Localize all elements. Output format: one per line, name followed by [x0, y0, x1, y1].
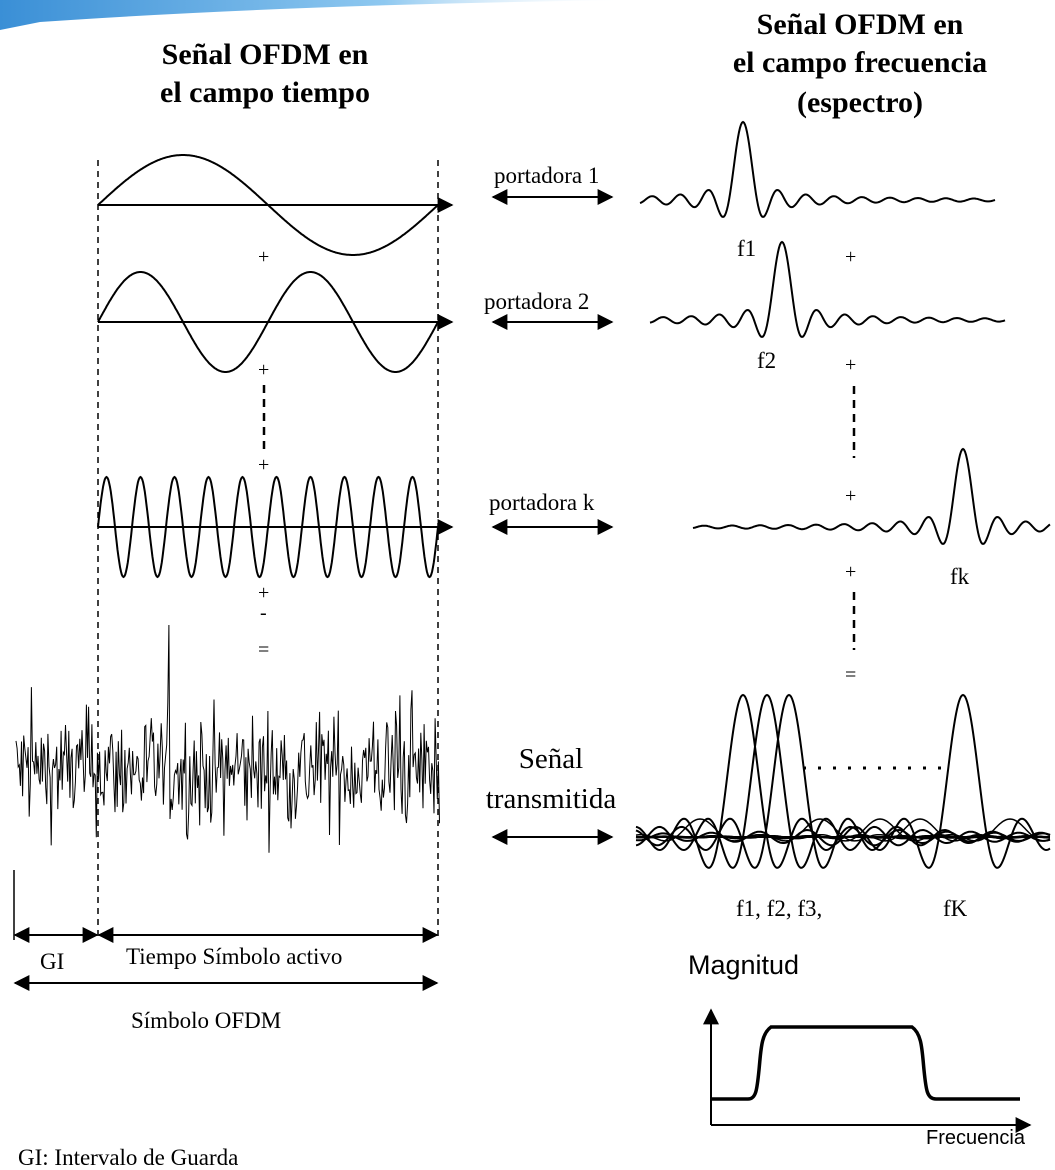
time-plus-2: + — [258, 359, 270, 381]
freq-heading-line2: el campo frecuencia — [732, 46, 988, 79]
magnitude-xlabel: Frecuencia — [926, 1127, 1025, 1149]
freq-heading-line3: (espectro) — [796, 86, 924, 119]
time-heading-line1: Señal OFDM en — [161, 38, 369, 71]
freq-heading-line1: Señal OFDM en — [756, 8, 964, 41]
transmitted-label: Señal transmitida — [466, 745, 636, 814]
time-plus-4: + — [258, 582, 270, 604]
carrierk-label: portadora k — [489, 490, 595, 515]
ofdm-noise-signal — [15, 624, 440, 853]
subcarrier-spectrum — [635, 693, 1051, 869]
carrier2-label: portadora 2 — [484, 289, 590, 314]
band-shape — [0, 0, 640, 30]
carrierk-sine — [97, 475, 439, 579]
footnote: GI: Intervalo de Guarda — [18, 1145, 239, 1170]
freq-plus-2: + — [845, 354, 857, 376]
time-dash-mark: - — [260, 602, 267, 624]
freq-domain-heading: Señal OFDM en el campo frecuencia (espec… — [680, 10, 1040, 118]
freq-plus-3: + — [845, 485, 857, 507]
fK-label: fK — [943, 896, 968, 921]
time-heading-line2: el campo tiempo — [160, 76, 370, 109]
f1-label: f1 — [737, 236, 757, 261]
time-domain-heading: Señal OFDM en el campo tiempo — [110, 40, 420, 108]
carrierk-spectrum — [692, 447, 1051, 545]
active-time-label: Tiempo Símbolo activo — [126, 944, 343, 969]
transmitted-line1: Señal — [518, 743, 584, 775]
transmitted-line2: transmitida — [485, 783, 617, 815]
fk-label: fk — [950, 564, 970, 589]
freq-plus-4: + — [845, 561, 857, 583]
carrier1-spectrum — [639, 120, 996, 218]
time-plus-1: + — [258, 246, 270, 268]
carrier2-sine — [97, 271, 439, 373]
magnitude-ylabel: Magnitud — [688, 950, 800, 980]
freq-plus-1: + — [845, 246, 857, 268]
combined-spectrum — [635, 693, 1051, 869]
magnitude-response-curve — [711, 1025, 1020, 1101]
carrier1-label: portadora 1 — [494, 163, 600, 188]
gi-label: GI — [40, 949, 65, 974]
time-plus-3: + — [258, 454, 270, 476]
carrier2-spectrum — [649, 240, 1006, 338]
freq-equals: = — [845, 664, 857, 686]
ofdm-symbol-label: Símbolo OFDM — [131, 1008, 282, 1033]
carrier1-sine — [97, 154, 439, 256]
time-equals: = — [258, 639, 270, 661]
freq-group-label: f1, f2, f3, — [736, 896, 823, 921]
f2-label: f2 — [757, 348, 777, 373]
